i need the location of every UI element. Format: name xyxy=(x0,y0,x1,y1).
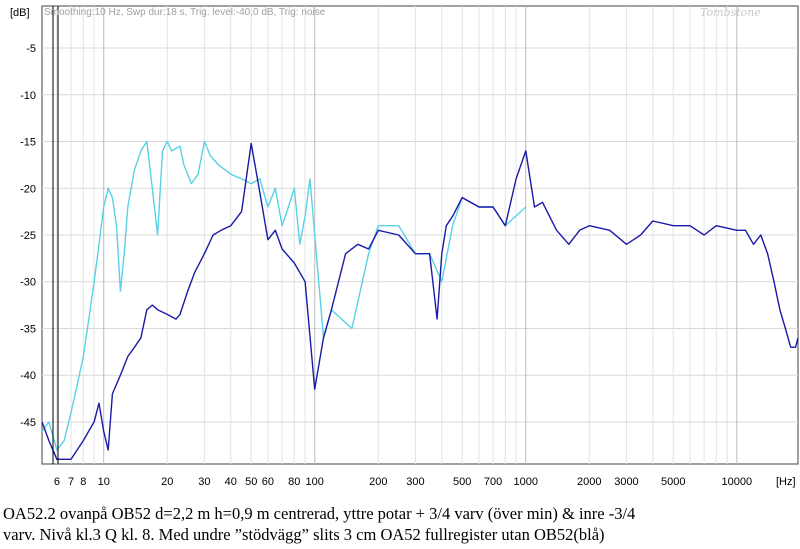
x-tick-labels: 6 7 8 10 20 30 40 50 60 80 100 200 300 500 700 1000 2000… xyxy=(54,476,752,488)
x-tick-label: 200 xyxy=(369,476,387,488)
x-tick-label: 80 xyxy=(288,476,300,488)
x-tick-label: 40 xyxy=(225,476,237,488)
x-tick-label: 2000 xyxy=(577,476,601,488)
vertical-gridlines xyxy=(56,6,738,464)
caption: OA52.2 ovanpå OB52 d=2,2 m h=0,9 m centr… xyxy=(3,503,797,545)
x-tick-label: 300 xyxy=(406,476,424,488)
y-tick-label: -20 xyxy=(20,183,36,195)
series-line-2 xyxy=(41,142,799,460)
x-tick-label: 700 xyxy=(484,476,502,488)
x-tick-label: 30 xyxy=(198,476,210,488)
y-tick-label: -15 xyxy=(20,137,36,149)
x-tick-label: 500 xyxy=(453,476,471,488)
y-axis-label: [dB] xyxy=(10,7,30,19)
x-tick-label: 10 xyxy=(98,476,110,488)
y-tick-label: -25 xyxy=(20,230,36,242)
x-tick-label: 20 xyxy=(161,476,173,488)
x-tick-label: 8 xyxy=(80,476,86,488)
watermark: Tombstone xyxy=(700,6,761,19)
horizontal-gridlines xyxy=(42,47,798,423)
x-tick-label: 100 xyxy=(306,476,324,488)
y-tick-label: -5 xyxy=(26,43,36,55)
x-tick-label: 10000 xyxy=(721,476,752,488)
y-tick-label: -35 xyxy=(20,323,36,335)
x-tick-label: 5000 xyxy=(661,476,685,488)
x-tick-label: 7 xyxy=(68,476,74,488)
x-tick-label: 60 xyxy=(262,476,274,488)
y-tick-label: -30 xyxy=(20,277,36,289)
caption-line-1: OA52.2 ovanpå OB52 d=2,2 m h=0,9 m centr… xyxy=(3,504,636,523)
x-tick-label: 3000 xyxy=(614,476,638,488)
caption-line-2: varv. Nivå kl.3 Q kl. 8. Med undre ”stöd… xyxy=(3,525,605,544)
y-tick-label: -10 xyxy=(20,90,36,102)
x-tick-label: 6 xyxy=(54,476,60,488)
x-tick-label: 1000 xyxy=(514,476,538,488)
x-tick-label: 50 xyxy=(245,476,257,488)
y-tick-label: -45 xyxy=(20,417,36,429)
x-axis-label: [Hz] xyxy=(776,476,796,488)
frequency-response-chart: Smoothing:10 Hz, Swp dur:18 s, Trig. lev… xyxy=(10,5,799,488)
series-line-1 xyxy=(41,140,527,451)
header-text: Smoothing:10 Hz, Swp dur:18 s, Trig. lev… xyxy=(44,7,326,18)
y-tick-label: -40 xyxy=(20,370,36,382)
series-layer xyxy=(41,140,799,460)
y-tick-labels: -5 -10 -15 -20 -25 -30 -35 -40 -45 xyxy=(20,43,36,429)
